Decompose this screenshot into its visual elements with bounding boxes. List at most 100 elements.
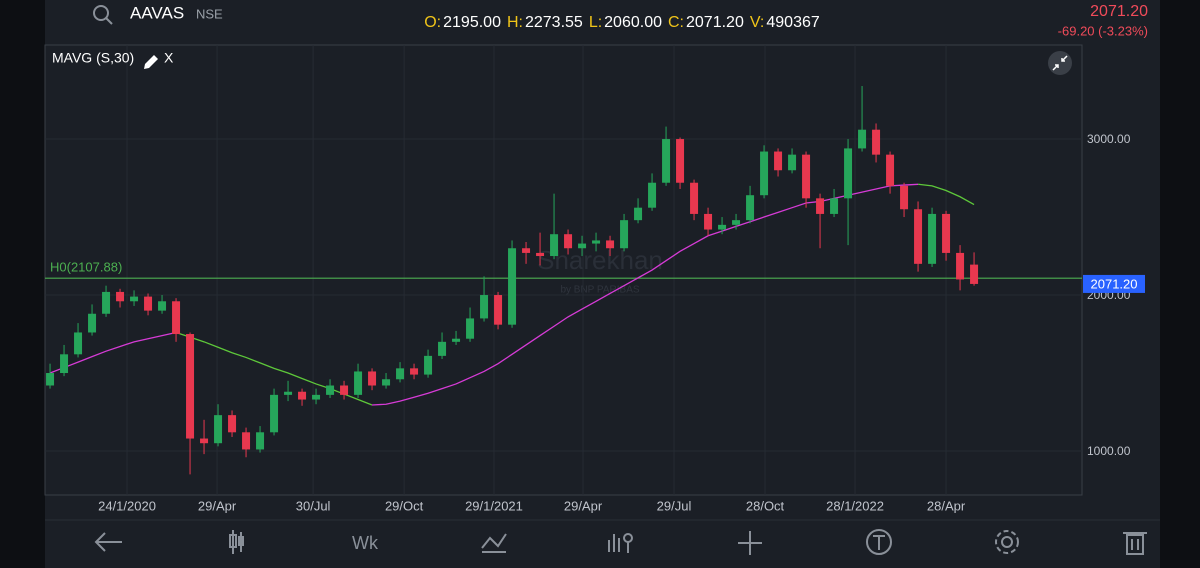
price-tag: [1083, 274, 1145, 293]
candle-body: [522, 248, 531, 253]
y-tick-label: 3000.00: [1087, 132, 1131, 146]
candle-body: [802, 154, 811, 199]
candle-body: [60, 354, 69, 374]
candle-body: [340, 385, 349, 395]
ohlcv-key: O:: [424, 14, 441, 31]
candle-body: [690, 182, 699, 214]
candle-body: [648, 182, 657, 208]
x-tick-label: 28/Oct: [746, 498, 785, 513]
ohlcv-value: 2273.55: [525, 14, 583, 31]
candle-body: [326, 385, 335, 395]
candle-body: [858, 129, 867, 149]
candle-body: [578, 243, 587, 249]
x-tick-label: 29/Apr: [198, 498, 237, 513]
candle-body: [284, 391, 293, 395]
chart-type-button[interactable]: [229, 530, 244, 554]
edit-icon[interactable]: [144, 55, 158, 69]
ohlcv-value: 2071.20: [686, 14, 744, 31]
candle-body: [242, 432, 251, 450]
candle-body: [970, 264, 979, 284]
x-tick-label: 30/Jul: [296, 498, 331, 513]
back-button[interactable]: [94, 532, 122, 552]
candle-body: [424, 355, 433, 375]
candle-body: [620, 220, 629, 249]
candle-body: [368, 371, 377, 386]
candle-body: [886, 154, 895, 186]
candle-body: [382, 379, 391, 386]
candle-body: [494, 295, 503, 325]
ohlcv-key: L:: [589, 14, 602, 31]
candle-body: [466, 318, 475, 339]
candle-body: [298, 391, 307, 400]
candle-body: [186, 334, 195, 439]
ohlcv-value: 490367: [766, 14, 819, 31]
crosshair-button[interactable]: [738, 531, 762, 555]
candle-body: [844, 148, 853, 199]
candle-body: [200, 438, 209, 444]
candle-body: [214, 415, 223, 444]
indicator-close[interactable]: X: [164, 50, 174, 66]
candle-body: [158, 301, 167, 311]
indicators-button[interactable]: [608, 533, 633, 553]
candle-body: [410, 368, 419, 375]
candle-body: [606, 240, 615, 249]
text-tool-button[interactable]: [866, 529, 892, 555]
indicator-label: MAVG (S,30): [52, 50, 134, 66]
ohlcv-key: C:: [668, 14, 684, 31]
draw-tools-button[interactable]: [481, 533, 507, 553]
reference-label: H0(2107.88): [50, 260, 122, 275]
x-tick-label: 29/Jul: [657, 498, 692, 513]
ohlcv: O: 2195.00 H: 2273.55 L: 2060.00 C: 2071.20 V: 49…: [424, 14, 820, 31]
delete-button[interactable]: [1123, 532, 1147, 555]
candle-body: [830, 198, 839, 214]
ohlcv-key: H:: [507, 14, 523, 31]
candle-body: [676, 139, 685, 183]
moving-average: [917, 183, 975, 206]
moving-average: [372, 183, 919, 406]
candle-body: [662, 139, 671, 183]
moving-average: [49, 331, 177, 374]
chart-frame: [44, 44, 1083, 496]
candle-body: [270, 394, 279, 433]
candle-body: [102, 291, 111, 314]
moving-average: [175, 331, 373, 406]
exchange: NSE: [196, 6, 223, 21]
candle-body: [956, 252, 965, 280]
ohlcv-value: 2195.00: [443, 14, 501, 31]
candle-body: [88, 313, 97, 333]
symbol[interactable]: AAVAS: [130, 3, 184, 22]
y-tick-label: 1000.00: [1087, 444, 1131, 458]
candle-body: [592, 240, 601, 244]
ohlcv-value: 2060.00: [604, 14, 662, 31]
price-change: -69.20 (-3.23%): [1058, 23, 1148, 38]
x-tick-label: 24/1/2020: [98, 498, 156, 513]
collapse-button[interactable]: [1048, 51, 1072, 75]
candle-body: [942, 213, 951, 253]
candle-body: [872, 129, 881, 155]
candle-body: [508, 248, 517, 325]
watermark: by BNP PARIBAS: [560, 285, 639, 296]
candle-body: [144, 296, 153, 311]
last-price: 2071.20: [1090, 3, 1148, 20]
candle-body: [46, 373, 55, 386]
candle-body: [732, 220, 741, 225]
price-tag-label: 2071.20: [1091, 276, 1138, 291]
x-tick-label: 28/1/2022: [826, 498, 884, 513]
candle-body: [172, 301, 181, 335]
candle-body: [760, 151, 769, 196]
candle-body: [256, 432, 265, 450]
search-icon[interactable]: [93, 5, 113, 25]
settings-button[interactable]: [995, 530, 1019, 554]
candle-body: [438, 341, 447, 356]
candle-body: [452, 338, 461, 342]
candle-body: [928, 213, 937, 264]
ohlcv-key: V:: [750, 14, 765, 31]
candle-body: [634, 207, 643, 221]
candle-body: [312, 394, 321, 400]
interval-button[interactable]: Wk: [352, 533, 379, 553]
x-tick-label: 28/Apr: [927, 498, 966, 513]
